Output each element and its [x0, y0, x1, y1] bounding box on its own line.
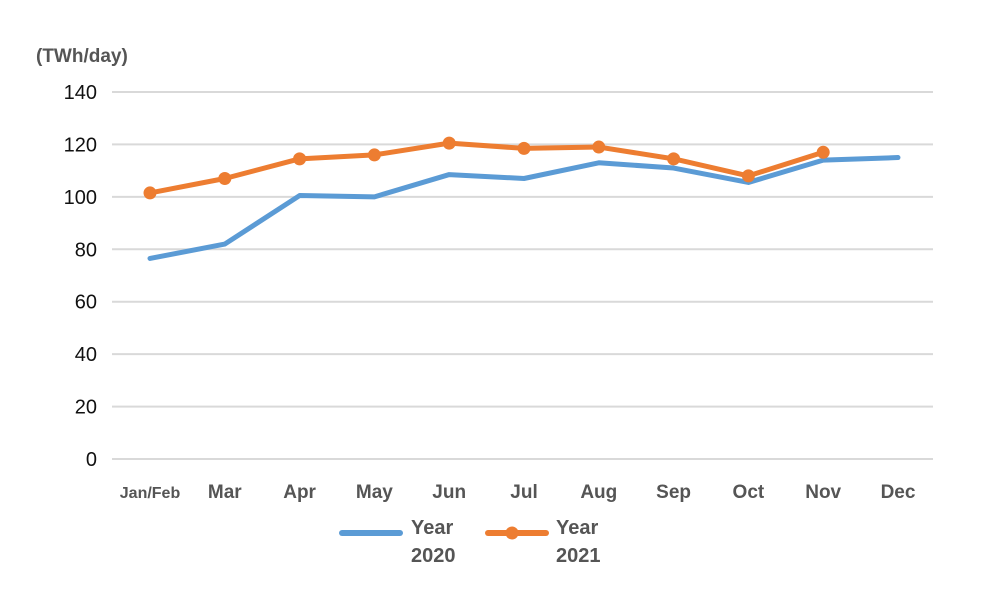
y-tick-label: 0: [86, 449, 97, 471]
data-point-2021: [143, 186, 157, 200]
x-tick-label: Dec: [881, 482, 916, 503]
y-tick-label: 100: [64, 187, 97, 209]
x-tick-label: Apr: [283, 482, 316, 503]
legend-label-2021-line1: Year: [556, 517, 598, 539]
y-tick-label: 140: [64, 82, 97, 104]
y-tick-label: 60: [75, 292, 97, 314]
data-point-2021: [218, 172, 232, 186]
y-unit-label: (TWh/day): [36, 46, 128, 67]
legend-marker-2021: [505, 526, 519, 540]
data-point-2021: [667, 152, 681, 166]
x-tick-label: May: [356, 482, 393, 503]
x-tick-label: Oct: [733, 482, 765, 503]
x-tick-label: Jan/Feb: [120, 485, 181, 502]
series-line-2021: [147, 140, 826, 196]
y-tick-label: 120: [64, 134, 97, 156]
x-tick-label: Sep: [656, 482, 691, 503]
gridlines: [112, 91, 933, 460]
x-tick-label: Jul: [510, 482, 537, 503]
legend-item-2021: Year 2021: [485, 517, 601, 567]
data-point-2021: [592, 140, 606, 154]
legend-label-2021-line2: 2021: [556, 545, 601, 567]
data-point-2021: [517, 141, 531, 155]
legend-item-2020: Year 2020: [339, 517, 456, 567]
legend-label-2020-line1: Year: [411, 517, 453, 539]
data-point-2021: [816, 145, 830, 159]
series-lines: [143, 136, 901, 261]
x-tick-label: Mar: [208, 482, 242, 503]
y-tick-label: 40: [75, 344, 97, 366]
data-point-2021: [367, 148, 381, 162]
data-point-2021: [741, 169, 755, 183]
x-tick-label: Aug: [580, 482, 617, 503]
legend: Year 2020 Year 2021: [339, 517, 601, 567]
y-tick-label: 80: [75, 239, 97, 261]
legend-label-2020-line2: 2020: [411, 545, 456, 567]
x-tick-label: Nov: [805, 482, 841, 503]
y-tick-label: 20: [75, 397, 97, 419]
y-axis-ticks: 0 20 40 60 80 100 120 140: [64, 82, 97, 471]
x-axis-ticks: Jan/Feb Mar Apr May Jun Jul Aug Sep Oct Nov Dec: [120, 482, 916, 503]
series-line-2020: [147, 155, 901, 261]
data-point-2021: [442, 136, 456, 150]
data-point-2021: [293, 152, 307, 166]
x-tick-label: Jun: [432, 482, 466, 503]
